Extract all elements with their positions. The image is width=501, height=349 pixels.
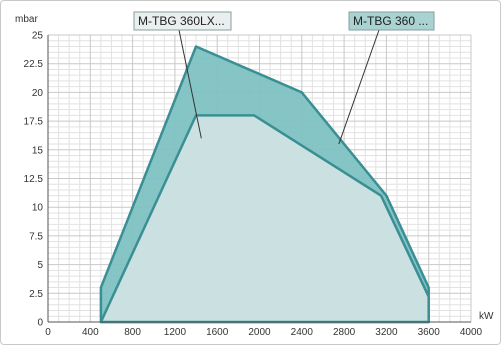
legend-box <box>348 11 435 31</box>
legend-label-1: M-TBG 360LX... <box>133 11 232 139</box>
y-tick-label: 25 <box>32 31 44 42</box>
y-tick-label: 17.5 <box>24 117 44 128</box>
legend-box <box>133 11 232 31</box>
legend-label-2: M-TBG 360 ... <box>338 11 435 145</box>
legend-pointer <box>178 29 202 139</box>
x-tick-label: 4000 <box>460 327 483 338</box>
y-tick-label: 10 <box>32 203 44 214</box>
legend-pointer <box>338 29 380 145</box>
legend-text: M-TBG 360 ... <box>353 14 428 28</box>
y-axis-unit: mbar <box>15 14 38 25</box>
x-axis-unit: kW <box>479 311 494 322</box>
y-tick-label: 15 <box>32 145 44 156</box>
y-tick-label: 7.5 <box>29 231 43 242</box>
x-tick-label: 1600 <box>206 327 229 338</box>
chart-axes <box>47 35 471 323</box>
y-tick-label: 12.5 <box>24 174 44 185</box>
x-tick-label: 3200 <box>375 327 398 338</box>
x-tick-label: 2400 <box>291 327 314 338</box>
x-tick-label: 2000 <box>248 327 271 338</box>
legend: M-TBG 360LX... M-TBG 360 ... <box>133 11 435 145</box>
x-tick-label: 0 <box>45 327 51 338</box>
x-tick-label: 400 <box>82 327 99 338</box>
chart-areas <box>99 45 430 324</box>
x-tick-label: 1200 <box>164 327 187 338</box>
x-tick-label: 3600 <box>418 327 441 338</box>
y-tick-label: 2.5 <box>29 289 43 300</box>
y-tick-label: 20 <box>32 88 44 99</box>
legend-text: M-TBG 360LX... <box>138 14 225 28</box>
y-tick-label: 0 <box>37 318 43 329</box>
tick-labels: 0 400 800 1200 1600 2000 2400 2800 3200 3600 4000 0… <box>24 31 483 339</box>
x-tick-label: 2800 <box>333 327 356 338</box>
burner-chart: 0 400 800 1200 1600 2000 2400 2800 3200 3600 4000 0… <box>15 11 494 339</box>
y-tick-label: 5 <box>37 260 43 271</box>
x-tick-label: 800 <box>124 327 141 338</box>
series-area-2 <box>99 114 430 324</box>
y-tick-label: 22.5 <box>24 59 44 70</box>
